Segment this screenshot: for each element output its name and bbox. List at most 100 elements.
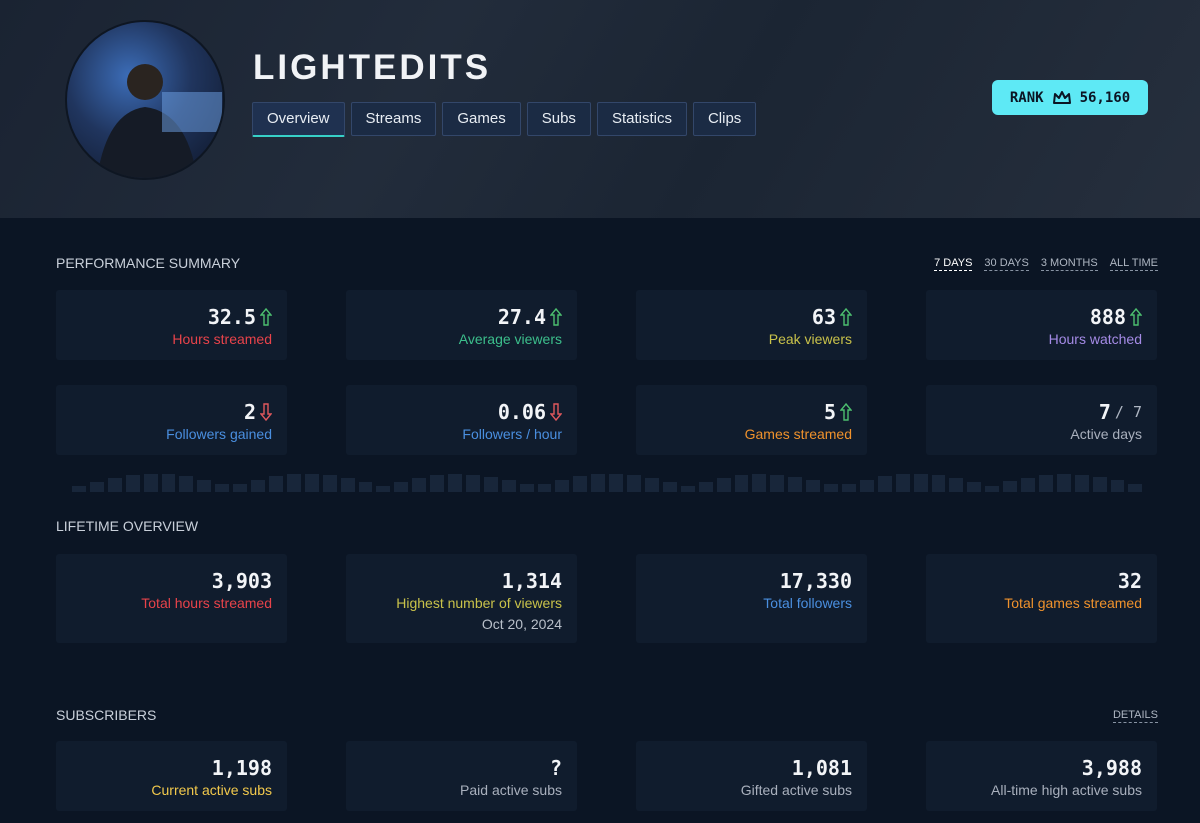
- tabs: Overview Streams Games Subs Statistics Clips: [252, 102, 757, 137]
- stat-value-row: 5: [824, 400, 852, 424]
- stat-label: Active days: [1070, 426, 1142, 442]
- bg-bar: [627, 475, 641, 492]
- bg-bar: [197, 479, 212, 492]
- stat-card: 7/ 7 Active days: [926, 385, 1157, 455]
- bg-bar: [125, 475, 140, 492]
- stat-label: Followers gained: [166, 426, 272, 442]
- stat-value-row: 32: [1118, 569, 1142, 593]
- bg-bar: [931, 475, 946, 492]
- tab[interactable]: Statistics: [596, 102, 687, 136]
- stat-value-row: 27.4: [498, 305, 562, 329]
- bg-bar: [573, 476, 588, 492]
- bg-bar: [519, 483, 534, 492]
- stat-total: / 7: [1114, 403, 1142, 421]
- tab[interactable]: Clips: [692, 102, 757, 136]
- stat-card: ? Paid active subs: [346, 741, 577, 811]
- range-selector: 7 DAYS 30 DAYS 3 MONTHS ALL TIME: [934, 257, 1158, 271]
- stat-value: 888: [1089, 305, 1126, 329]
- stat-card: 1,314 Highest number of viewers Oct 20, 20…: [346, 554, 577, 643]
- bg-bar: [340, 477, 355, 492]
- bg-bar: [233, 483, 248, 492]
- stat-value-row: 63: [812, 305, 852, 329]
- stat-label: Gifted active subs: [740, 782, 852, 798]
- stat-label: All-time high active subs: [991, 782, 1142, 798]
- tab[interactable]: Streams: [350, 102, 437, 136]
- stat-card: 32.5 Hours streamed: [56, 290, 287, 360]
- stat-value-row: 2: [244, 400, 272, 424]
- bg-bar: [1110, 479, 1125, 492]
- stat-value-row: 1,198: [212, 756, 272, 780]
- bg-bar: [949, 478, 964, 492]
- stat-value: 63: [811, 305, 836, 329]
- stat-card: 3,988 All-time high active subs: [926, 741, 1157, 811]
- stat-value: 5: [823, 400, 836, 424]
- bg-bar: [645, 478, 659, 492]
- stat-card: 63 Peak viewers: [636, 290, 867, 360]
- stat-value: 27.4: [497, 305, 546, 329]
- bg-bar: [1074, 474, 1089, 492]
- stat-value-row: 3,988: [1082, 756, 1142, 780]
- trend-up: [840, 403, 852, 421]
- tab[interactable]: Games: [442, 102, 521, 136]
- stat-value: 3,903: [211, 569, 272, 593]
- bg-bar: [322, 475, 337, 492]
- rank-label: RANK: [1009, 89, 1044, 106]
- bg-bar: [304, 474, 319, 492]
- stat-label: Current active subs: [151, 782, 272, 798]
- trend-up: [550, 308, 562, 326]
- range-option[interactable]: ALL TIME: [1109, 257, 1158, 271]
- stat-card: 0.06 Followers / hour: [346, 385, 577, 455]
- section-title: LIFETIME OVERVIEW: [56, 518, 199, 534]
- bg-bar: [215, 483, 230, 492]
- tab[interactable]: Overview: [252, 102, 345, 137]
- tab[interactable]: Subs: [526, 102, 591, 136]
- stat-value-row: 17,330: [780, 569, 852, 593]
- bg-bar: [716, 477, 731, 492]
- bg-bar: [483, 476, 498, 492]
- stat-value-row: 7/ 7: [1099, 400, 1142, 424]
- stat-label: Hours watched: [1048, 331, 1142, 347]
- rank-value: 56,160: [1079, 89, 1131, 106]
- channel-name: LIGHTEDITS: [253, 48, 492, 87]
- bg-bar: [394, 481, 409, 492]
- stat-card: 2 Followers gained: [56, 385, 287, 455]
- bg-bar: [806, 479, 821, 492]
- trend-up: [840, 308, 852, 326]
- range-option[interactable]: 3 MONTHS: [1040, 257, 1098, 271]
- section-title: PERFORMANCE SUMMARY: [56, 255, 241, 271]
- stat-card: 5 Games streamed: [636, 385, 867, 455]
- bg-bar: [501, 479, 516, 492]
- bg-bar: [107, 477, 122, 492]
- stat-card: 3,903 Total hours streamed: [56, 554, 287, 643]
- bg-bar: [555, 479, 570, 492]
- bg-bar: [824, 484, 838, 492]
- stat-value-row: 3,903: [212, 569, 272, 593]
- stat-value: 1,314: [501, 569, 562, 593]
- stat-label: Peak viewers: [768, 331, 852, 347]
- bg-bar: [358, 481, 373, 492]
- stat-label: Total hours streamed: [141, 595, 272, 611]
- section-title: SUBSCRIBERS: [56, 707, 157, 723]
- range-option[interactable]: 30 DAYS: [984, 257, 1029, 271]
- bg-bar: [662, 481, 677, 492]
- stat-label: Hours streamed: [172, 331, 272, 347]
- avatar-art: [97, 64, 222, 178]
- range-option[interactable]: 7 DAYS: [934, 257, 973, 271]
- stat-card: 1,081 Gifted active subs: [636, 741, 867, 811]
- stat-card: 32 Total games streamed: [926, 554, 1157, 643]
- details-link[interactable]: DETAILS: [1112, 709, 1158, 723]
- stat-label: Total games streamed: [1004, 595, 1142, 611]
- bg-bar: [268, 476, 283, 492]
- bg-bar: [609, 474, 624, 492]
- rank-badge: RANK 56,160: [992, 80, 1148, 115]
- bg-bar: [770, 474, 785, 492]
- stat-card: 17,330 Total followers: [636, 554, 867, 643]
- bg-bar: [161, 474, 176, 492]
- stat-value: 0.06: [497, 400, 546, 424]
- bg-bar: [913, 474, 928, 492]
- stat-value-row: ?: [550, 756, 562, 780]
- bg-bar: [89, 481, 104, 492]
- stat-card: 888 Hours watched: [926, 290, 1157, 360]
- stat-value: 1,198: [211, 756, 272, 780]
